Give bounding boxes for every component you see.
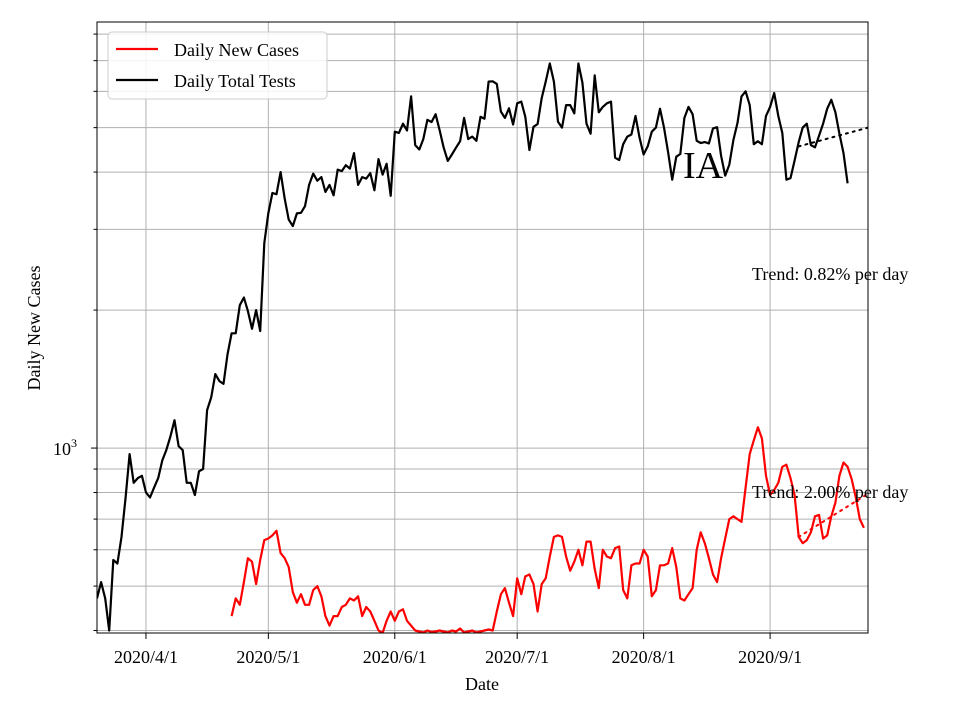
x-tick-label: 2020/8/1 bbox=[612, 647, 676, 667]
trend-line-tests bbox=[797, 126, 868, 148]
legend: Daily New Cases Daily Total Tests bbox=[107, 31, 328, 100]
x-tick-label: 2020/4/1 bbox=[114, 647, 178, 667]
series-line-daily-new-cases bbox=[230, 426, 865, 633]
x-axis-label: Date bbox=[465, 674, 499, 694]
state-label: IA bbox=[683, 145, 724, 187]
x-tick-label: 2020/7/1 bbox=[485, 647, 549, 667]
plot-frame bbox=[96, 21, 869, 634]
series-line-daily-total-tests bbox=[97, 62, 849, 632]
trend-label-cases: Trend: 2.00% per day bbox=[752, 482, 908, 502]
series-group bbox=[97, 62, 865, 633]
x-ticks: 2020/4/1 2020/5/1 2020/6/1 2020/7/1 2020/8/1… bbox=[114, 633, 802, 667]
x-tick-label: 2020/6/1 bbox=[363, 647, 427, 667]
x-tick-label: 2020/9/1 bbox=[738, 647, 802, 667]
legend-box bbox=[107, 31, 328, 100]
trend-label-tests: Trend: 0.82% per day bbox=[752, 264, 908, 284]
legend-label-tests: Daily Total Tests bbox=[174, 71, 296, 91]
y-ticks: 103 bbox=[53, 33, 97, 631]
trend-line-cases bbox=[797, 492, 868, 538]
y-tick-label: 103 bbox=[53, 436, 77, 459]
x-tick-label: 2020/5/1 bbox=[236, 647, 300, 667]
trend-lines bbox=[797, 126, 868, 538]
legend-label-cases: Daily New Cases bbox=[174, 40, 299, 60]
y-axis-label: Daily New Cases bbox=[24, 266, 44, 391]
